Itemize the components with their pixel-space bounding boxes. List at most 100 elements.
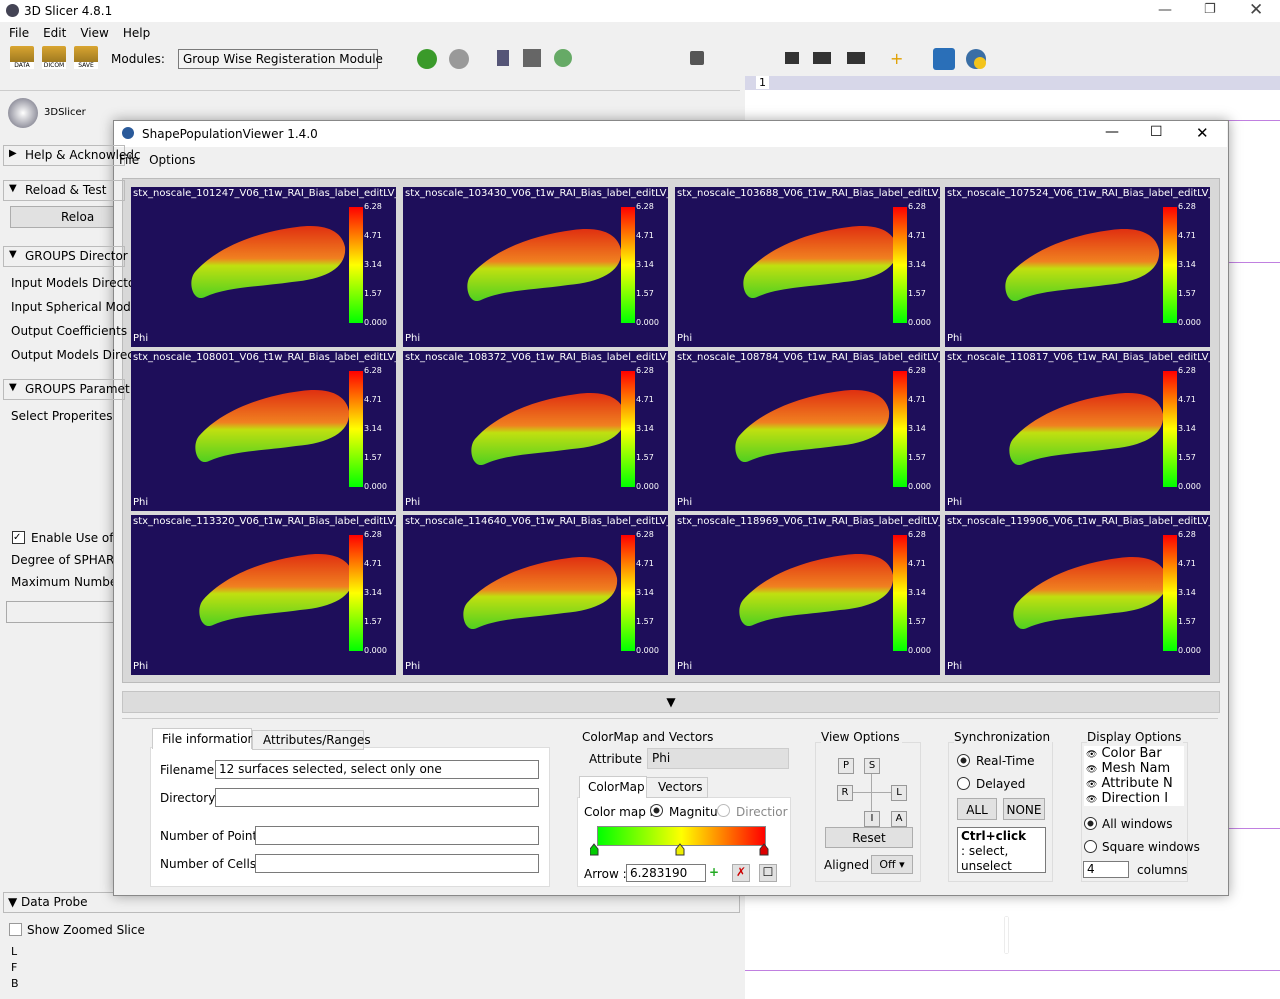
dialog-minimize[interactable]: — — [1105, 124, 1119, 140]
add-button[interactable]: + — [709, 865, 720, 879]
delete-button[interactable]: ✗ — [732, 864, 750, 882]
view: stx_noscale_108372_V06_t1w_RAI_Bias_labe… — [403, 351, 668, 511]
orient-button[interactable]: A — [891, 811, 907, 827]
data-probe-title: ▼ Data Probe — [8, 895, 88, 909]
colorbar-tick: 1.57 — [636, 289, 654, 298]
tab-label: File information — [162, 732, 256, 746]
sync-title: Synchronization — [954, 730, 1053, 744]
aligned-select[interactable]: Off ▾ — [871, 855, 913, 874]
close[interactable]: ✕ — [1249, 0, 1264, 20]
section-header[interactable]: ▼ GROUPS Paramet — [3, 379, 130, 400]
section-header[interactable]: ▶ Help & Acknowledc — [3, 145, 141, 166]
dialog-title-bar — [114, 121, 1227, 147]
toolbar-button[interactable]: DATA — [10, 46, 34, 69]
radio[interactable] — [1084, 817, 1097, 830]
surface — [735, 390, 890, 463]
attribute-value: Phi — [652, 751, 671, 765]
colorbar-tick: 6.28 — [1178, 530, 1196, 539]
section-header[interactable]: ▼ GROUPS Director — [3, 246, 128, 267]
none-button[interactable]: NONE — [1003, 798, 1045, 820]
dialog-maximize[interactable]: ☐ — [1150, 124, 1163, 140]
section-title: GROUPS Director — [25, 249, 128, 263]
menu-item[interactable]: Edit — [43, 26, 67, 40]
cells-field[interactable] — [255, 854, 539, 873]
orient-button[interactable]: R — [837, 785, 853, 801]
view-attribute: Phi — [947, 497, 963, 508]
colorbar-tick: 4.71 — [1178, 231, 1196, 240]
radio[interactable] — [957, 754, 970, 767]
help-line: unselect — [961, 859, 1012, 873]
menu-item[interactable]: View — [80, 26, 109, 40]
none-label: NONE — [1006, 803, 1042, 817]
toolbar-button[interactable]: DICOM — [42, 46, 66, 69]
display-item[interactable]: 👁 Attribute N — [1086, 776, 1173, 791]
radio[interactable] — [957, 777, 970, 790]
render — [463, 535, 635, 651]
toolbar-label: SAVE — [74, 62, 98, 69]
magnitude-label: Magnitu — [669, 805, 718, 819]
render — [471, 371, 635, 487]
aligned-label: Aligned — [824, 858, 870, 872]
display-item[interactable]: 👁 Color Bar — [1086, 746, 1162, 761]
orient-button[interactable]: L — [891, 785, 907, 801]
section-arrow: ▼ — [9, 249, 17, 260]
restore[interactable]: ❐ — [1204, 2, 1216, 17]
toolbar-button[interactable]: SAVE — [74, 46, 98, 69]
attribute-select[interactable]: Phi — [647, 748, 789, 769]
view-name: stx_noscale_101247_V06_t1w_RAI_Bias_labe… — [133, 188, 396, 199]
filename-field[interactable]: 12 surfaces selected, select only one — [215, 760, 539, 779]
module-select[interactable]: Group Wise Registeration Module — [178, 49, 383, 69]
colorbar-tick: 4.71 — [364, 559, 382, 568]
display-item[interactable]: 👁 Direction I — [1086, 791, 1168, 806]
reset-button[interactable]: Reset — [825, 827, 913, 848]
reload-button[interactable]: Reloa — [10, 206, 120, 228]
radio[interactable] — [717, 804, 730, 817]
checkbox[interactable] — [9, 923, 22, 936]
view-attribute: Phi — [133, 661, 149, 672]
view: stx_noscale_113320_V06_t1w_RAI_Bias_labe… — [131, 515, 396, 675]
radio[interactable] — [650, 804, 663, 817]
tab-active[interactable] — [152, 728, 252, 749]
display-item[interactable]: 👁 Mesh Nam — [1086, 761, 1170, 776]
colorbar-tick: 3.14 — [636, 260, 654, 269]
toolbar-icons: + — [417, 48, 986, 70]
arrow-spin[interactable]: 6.283190 — [626, 864, 706, 882]
view-attribute: Phi — [133, 497, 149, 508]
display-title: Display Options — [1087, 730, 1184, 744]
menu-item[interactable]: Help — [122, 26, 151, 40]
square-button[interactable]: ☐ — [759, 864, 777, 882]
colorbar-tick: 3.14 — [636, 588, 654, 597]
menu-item[interactable]: Options — [149, 153, 196, 167]
directory-field[interactable] — [215, 788, 539, 807]
display-label: Direction I — [1101, 791, 1169, 806]
aligned-value: Off — [879, 858, 896, 871]
title-bar — [0, 0, 1280, 22]
all-button[interactable]: ALL — [957, 798, 997, 820]
orient-button[interactable]: S — [864, 758, 880, 774]
zoom-label: Show Zoomed Slice — [27, 923, 145, 937]
section-header[interactable]: ▼ Reload & Test — [3, 180, 125, 201]
colorbar-tick: 4.71 — [908, 231, 926, 240]
collapse-bar[interactable]: ▼ — [122, 691, 1220, 713]
checkbox[interactable]: ✓ — [12, 531, 25, 544]
radio[interactable] — [1084, 840, 1097, 853]
view-name: stx_noscale_113320_V06_t1w_RAI_Bias_labe… — [133, 516, 396, 527]
help-line: Ctrl+click — [961, 829, 1027, 843]
orient-button[interactable]: I — [864, 811, 880, 827]
panel-header — [0, 76, 740, 91]
tab[interactable] — [252, 730, 364, 750]
view-name: stx_noscale_107524_V06_t1w_RAI_Bias_labe… — [947, 188, 1210, 199]
colorbar-tick: 0.000 — [908, 482, 931, 491]
minimize[interactable]: — — [1158, 2, 1172, 18]
tab[interactable] — [646, 777, 708, 798]
menu-item[interactable]: File — [9, 26, 30, 40]
cursor — [1005, 917, 1008, 953]
colorbar — [1163, 535, 1177, 651]
columns-spin[interactable]: 4 — [1083, 861, 1129, 878]
colorbar-tick: 3.14 — [908, 588, 926, 597]
orient-button[interactable]: P — [838, 758, 854, 774]
points-field[interactable] — [255, 826, 539, 845]
colorbar-tick: 0.000 — [364, 482, 387, 491]
help-box: Ctrl+click: select, unselect — [957, 827, 1046, 873]
dialog-close[interactable]: ✕ — [1196, 124, 1209, 142]
